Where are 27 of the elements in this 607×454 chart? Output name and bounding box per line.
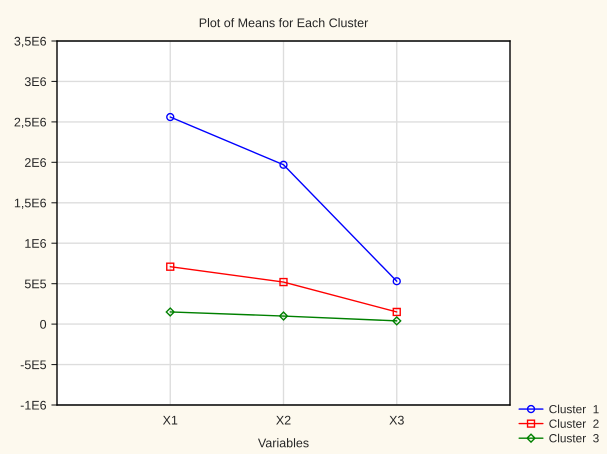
point: [392, 308, 401, 316]
point: [279, 160, 288, 169]
y-tick-label: -1E6: [20, 400, 46, 410]
y-tick-label: 2E6: [24, 158, 46, 167]
y-tick-label: 1,5E6: [14, 198, 46, 209]
legend-label: Cluster 3: [549, 434, 599, 442]
x-tick-label: X2: [276, 416, 291, 424]
legend-label: Cluster 1: [549, 404, 599, 414]
point: [279, 278, 288, 286]
chart-title: Plot of Means for Each Cluster: [200, 18, 368, 28]
point: [392, 277, 401, 286]
x-axis-title: Variables: [258, 438, 309, 448]
y-tick-label: 5E5: [24, 280, 46, 288]
y-tick-label: 3E6: [24, 77, 46, 86]
point: [166, 307, 175, 317]
y-tick-label: 3,5E6: [14, 36, 46, 48]
legend-label: Cluster 2: [549, 419, 599, 428]
point: [166, 262, 174, 271]
point: [392, 316, 402, 326]
point: [166, 112, 174, 122]
y-tick-label: 0: [40, 320, 46, 329]
y-tick-label: 2,5E6: [14, 118, 46, 128]
x-tick-label: X3: [389, 416, 404, 425]
y-tick-label: -5E5: [20, 360, 46, 370]
point: [278, 311, 288, 321]
y-tick-label: 1E6: [25, 239, 46, 248]
x-tick-label: X1: [162, 416, 178, 424]
